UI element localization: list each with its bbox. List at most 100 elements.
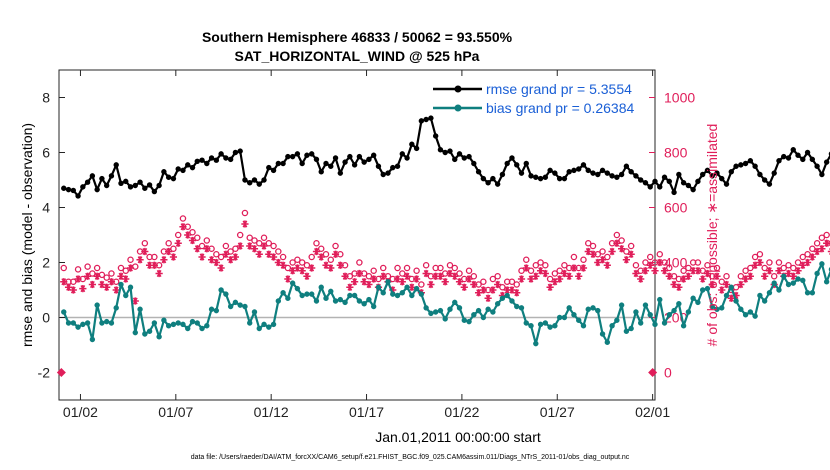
possible-obs-point bbox=[489, 275, 497, 283]
rmse-point bbox=[781, 153, 787, 160]
bias-point bbox=[232, 299, 239, 306]
rmse-point bbox=[800, 156, 806, 163]
bias-point bbox=[75, 324, 81, 330]
possible-obs-point bbox=[751, 253, 759, 261]
assimilated-obs-point bbox=[489, 286, 497, 294]
bias-point bbox=[690, 295, 696, 301]
assimilated-obs-point bbox=[160, 256, 168, 264]
assimilated-obs-point bbox=[508, 286, 516, 294]
possible-obs-point bbox=[561, 261, 568, 269]
bias-point bbox=[123, 292, 129, 299]
rmse-point bbox=[432, 133, 439, 139]
assimilated-obs-point bbox=[217, 264, 225, 272]
bias-point bbox=[304, 291, 310, 297]
possible-obs-point bbox=[823, 231, 830, 239]
bias-point bbox=[399, 290, 405, 296]
bias-point bbox=[447, 306, 453, 312]
x-tick-label: 01/22 bbox=[444, 404, 479, 420]
rmse-point bbox=[80, 184, 86, 190]
assimilated-obs-point bbox=[465, 275, 473, 283]
rmse-point bbox=[585, 167, 591, 174]
assimilated-obs-point bbox=[84, 272, 92, 280]
possible-obs-point bbox=[523, 256, 530, 263]
rmse-point bbox=[676, 171, 682, 178]
bias-point bbox=[647, 312, 653, 318]
rmse-point bbox=[566, 169, 572, 175]
bias-point bbox=[580, 323, 587, 329]
bias-point bbox=[490, 309, 496, 315]
rmse-point bbox=[604, 170, 611, 176]
bias-point bbox=[719, 305, 725, 311]
rmse-point bbox=[680, 180, 687, 186]
possible-obs-point bbox=[422, 261, 430, 269]
bias-point bbox=[494, 301, 501, 307]
rmse-point bbox=[232, 149, 239, 156]
bias-point bbox=[289, 280, 296, 286]
assimilated-obs-point bbox=[751, 261, 759, 269]
y2-tick-label: 600 bbox=[664, 200, 688, 216]
bias-point bbox=[318, 284, 324, 290]
rmse-point bbox=[714, 170, 720, 176]
y2-tick-label: 800 bbox=[664, 145, 688, 161]
assimilated-obs-point bbox=[775, 267, 783, 275]
possible-obs-point bbox=[480, 278, 487, 285]
bias-point bbox=[127, 284, 134, 290]
possible-obs-point bbox=[203, 237, 211, 244]
bias-point bbox=[618, 302, 625, 308]
possible-obs-point bbox=[589, 242, 597, 250]
assimilated-obs-point bbox=[303, 272, 311, 280]
possible-obs-point bbox=[632, 261, 640, 269]
rmse-point bbox=[84, 179, 91, 185]
possible-obs-point bbox=[403, 264, 411, 272]
bias-point bbox=[499, 295, 506, 301]
possible-obs-point bbox=[766, 259, 773, 266]
assimilated-obs-point bbox=[174, 239, 182, 247]
assimilated-obs-point bbox=[703, 269, 712, 278]
rmse-point bbox=[370, 152, 377, 158]
bias-point bbox=[823, 279, 830, 285]
assimilated-obs-point bbox=[794, 267, 802, 275]
possible-obs-point bbox=[770, 272, 778, 280]
assimilated-obs-point bbox=[312, 247, 321, 256]
possible-obs-point bbox=[775, 259, 783, 266]
assimilated-obs-point bbox=[227, 256, 235, 264]
bias-point bbox=[404, 284, 410, 290]
bias-point bbox=[275, 298, 282, 304]
assimilated-obs-point bbox=[813, 247, 821, 256]
assimilated-obs-point bbox=[107, 278, 116, 286]
rmse-point bbox=[561, 175, 568, 182]
assimilated-obs-point bbox=[699, 275, 707, 283]
x-tick-label: 01/27 bbox=[540, 404, 575, 420]
assimilated-obs-point bbox=[694, 267, 702, 275]
assimilated-obs-point bbox=[527, 275, 535, 283]
bias-point bbox=[795, 276, 801, 282]
assimilated-obs-point bbox=[112, 286, 120, 294]
assimilated-obs-point bbox=[579, 264, 588, 272]
rmse-point bbox=[475, 169, 482, 175]
rmse-point bbox=[509, 155, 515, 161]
assimilated-obs-point bbox=[660, 267, 669, 275]
assimilated-obs-point bbox=[799, 261, 807, 269]
bias-point bbox=[485, 306, 491, 312]
rmse-point bbox=[494, 181, 501, 187]
bias-point bbox=[504, 292, 510, 299]
legend-rmse-marker bbox=[454, 85, 462, 93]
assimilated-obs-point bbox=[484, 294, 492, 302]
rmse-point bbox=[533, 174, 539, 180]
y-tick-label: -2 bbox=[38, 365, 51, 381]
possible-obs-point bbox=[279, 253, 287, 261]
assimilated-obs-point bbox=[823, 239, 830, 247]
assimilated-obs-point bbox=[69, 286, 77, 294]
rmse-point bbox=[719, 175, 725, 182]
bias-point bbox=[537, 321, 544, 328]
assimilated-obs-point bbox=[460, 283, 468, 291]
assimilated-obs-point bbox=[622, 256, 630, 264]
bias-point bbox=[180, 321, 186, 328]
bias-point bbox=[633, 309, 639, 315]
assimilated-obs-point bbox=[317, 253, 325, 261]
bias-point bbox=[370, 303, 377, 310]
bias-point bbox=[356, 298, 363, 304]
assimilated-obs-point bbox=[741, 275, 750, 283]
assimilated-obs-point bbox=[398, 278, 406, 286]
bias-point bbox=[237, 302, 243, 308]
